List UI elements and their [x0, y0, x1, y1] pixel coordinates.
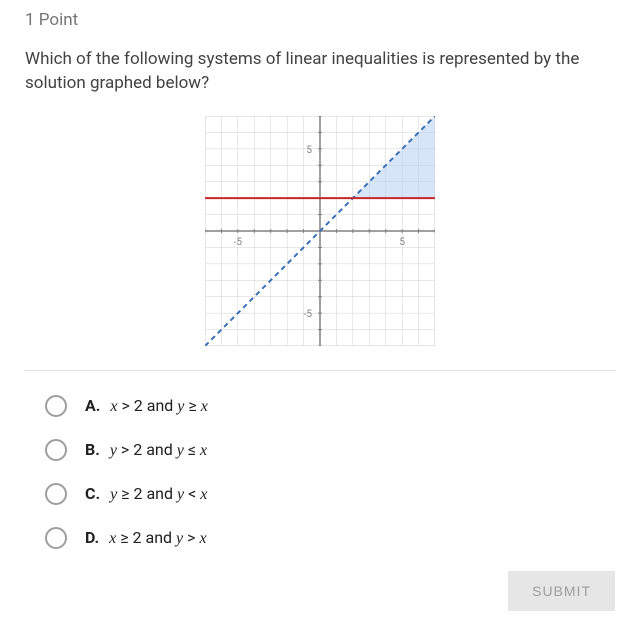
inequality-graph: -5-555xy	[205, 116, 435, 346]
graph-container: -5-555xy	[25, 116, 615, 346]
svg-text:5: 5	[399, 237, 405, 248]
radio-icon	[45, 439, 67, 461]
submit-container: SUBMIT	[25, 571, 615, 611]
option-a[interactable]: A. x > 2 and y ≥ x	[25, 395, 615, 417]
points-label: 1 Point	[25, 10, 615, 30]
svg-text:y: y	[327, 116, 333, 117]
option-c-text: C. y ≥ 2 and y < x	[85, 484, 207, 504]
divider	[25, 370, 615, 371]
radio-icon	[45, 483, 67, 505]
submit-button[interactable]: SUBMIT	[508, 571, 615, 611]
option-b-text: B. y > 2 and y ≤ x	[85, 440, 207, 460]
option-b[interactable]: B. y > 2 and y ≤ x	[25, 439, 615, 461]
question-text: Which of the following systems of linear…	[25, 48, 615, 96]
svg-text:-5: -5	[234, 237, 243, 248]
option-a-text: A. x > 2 and y ≥ x	[85, 396, 208, 416]
option-d-text: D. x ≥ 2 and y > x	[85, 528, 207, 548]
radio-icon	[45, 527, 67, 549]
radio-icon	[45, 395, 67, 417]
option-d[interactable]: D. x ≥ 2 and y > x	[25, 527, 615, 549]
svg-text:5: 5	[306, 144, 312, 155]
option-c[interactable]: C. y ≥ 2 and y < x	[25, 483, 615, 505]
svg-text:-5: -5	[304, 309, 313, 320]
